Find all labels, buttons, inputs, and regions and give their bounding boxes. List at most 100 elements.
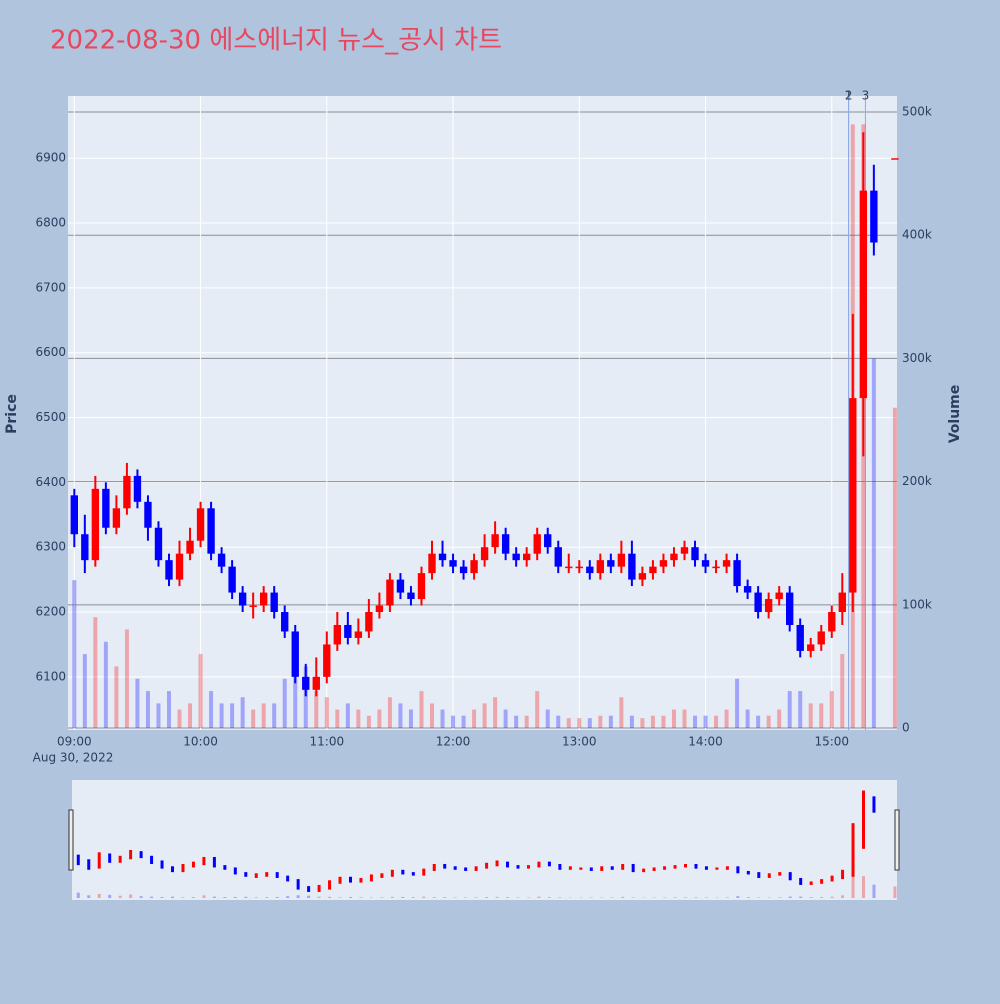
slider-volume-bar <box>119 896 122 898</box>
slider-volume-bar <box>286 896 289 898</box>
volume-bar <box>693 716 697 728</box>
slider-volume-bar <box>496 897 499 898</box>
candle-body <box>271 593 278 612</box>
volume-bar <box>514 716 518 728</box>
candle-body <box>397 580 404 593</box>
volume-bar <box>72 580 76 728</box>
slider-volume-bar <box>537 897 540 898</box>
volume-bar <box>398 703 402 728</box>
candle-body <box>281 612 288 631</box>
candle-body <box>228 567 235 593</box>
slider-handle-left[interactable] <box>69 810 73 870</box>
candle-body <box>565 567 572 569</box>
candle-body <box>155 528 162 560</box>
volume-bar <box>704 716 708 728</box>
y2-axis-title: Volume <box>947 385 963 444</box>
candle-body <box>334 625 341 644</box>
volume-bar <box>241 697 245 728</box>
y-tick-label: 6100 <box>35 669 66 683</box>
slider-volume-bar <box>862 876 865 898</box>
slider-volume-bar <box>318 897 321 898</box>
candle-body <box>302 677 309 690</box>
annotation-text: 3 <box>862 89 870 103</box>
slider-volume-bar <box>171 897 174 898</box>
candle-body <box>491 534 498 547</box>
x-tick-label: 15:00 <box>814 735 849 749</box>
candle-body <box>365 612 372 631</box>
candle-body <box>239 593 246 606</box>
candle-body <box>628 554 635 580</box>
volume-bar <box>114 666 118 728</box>
volume-bar <box>546 710 550 728</box>
candle-body <box>818 631 825 644</box>
slider-volume-bar <box>213 897 216 898</box>
candle-body <box>81 534 88 560</box>
volume-bar <box>472 710 476 728</box>
slider-volume-bar <box>464 897 467 898</box>
slider-volume-bar <box>810 897 813 898</box>
slider-volume-bar <box>548 897 551 898</box>
volume-bar <box>483 703 487 728</box>
volume-bar <box>230 703 234 728</box>
slider-volume-bar <box>161 897 164 898</box>
candle-body <box>691 547 698 560</box>
volume-bar <box>377 710 381 728</box>
volume-bar <box>188 703 192 728</box>
slider-handle-right[interactable] <box>895 810 899 870</box>
candle-body <box>428 554 435 573</box>
volume-bar <box>209 691 213 728</box>
candle-body <box>197 508 204 540</box>
volume-bar <box>682 710 686 728</box>
candle-body <box>176 554 183 580</box>
slider-volume-bar <box>506 897 509 898</box>
slider-volume-bar <box>401 897 404 898</box>
volume-bar <box>830 691 834 728</box>
slider-volume-bar <box>391 897 394 898</box>
slider-volume-bar <box>108 895 111 898</box>
slider-volume-bar <box>611 897 614 898</box>
candle-body <box>460 567 467 573</box>
volume-bar <box>619 697 623 728</box>
candle-body <box>292 631 299 676</box>
candle-body <box>891 158 898 160</box>
slider-volume-bar <box>202 895 205 898</box>
range-slider[interactable] <box>72 780 897 900</box>
slider-volume-bar <box>527 897 530 898</box>
slider-volume-bar <box>893 886 896 898</box>
slider-volume-bar <box>621 897 624 898</box>
candle-body <box>344 625 351 638</box>
y2-tick-label: 0 <box>902 721 910 735</box>
volume-bar <box>640 718 644 728</box>
volume-bar <box>272 703 276 728</box>
volume-bar <box>419 691 423 728</box>
volume-bar <box>125 629 129 728</box>
candle-body <box>407 593 414 599</box>
volume-bar <box>661 716 665 728</box>
volume-bar <box>430 703 434 728</box>
candle-body <box>165 560 172 579</box>
slider-volume-bar <box>380 897 383 898</box>
candle-body <box>439 554 446 560</box>
slider-volume-bar <box>789 897 792 898</box>
candle-body <box>555 547 562 566</box>
volume-bar <box>651 716 655 728</box>
candle-body <box>481 547 488 560</box>
x-tick-label: 13:00 <box>562 735 597 749</box>
slider-volume-bar <box>223 897 226 898</box>
candle-body <box>260 593 267 606</box>
slider-volume-bar <box>244 897 247 898</box>
volume-bar <box>335 710 339 728</box>
candle-body <box>870 191 877 243</box>
candle-body <box>849 398 856 592</box>
candle-body <box>123 476 130 508</box>
candle-body <box>828 612 835 631</box>
annotation-text: 2 <box>845 89 853 103</box>
candle-body <box>807 644 814 650</box>
slider-volume-bar <box>443 897 446 898</box>
volume-bar <box>809 703 813 728</box>
slider-volume-bar <box>747 897 750 898</box>
candle-body <box>207 508 214 553</box>
plot-area <box>68 96 897 730</box>
y2-tick-label: 400k <box>902 228 932 242</box>
volume-bar <box>672 710 676 728</box>
